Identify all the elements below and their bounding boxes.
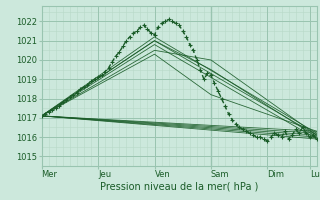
X-axis label: Pression niveau de la mer( hPa ): Pression niveau de la mer( hPa ) (100, 182, 258, 192)
